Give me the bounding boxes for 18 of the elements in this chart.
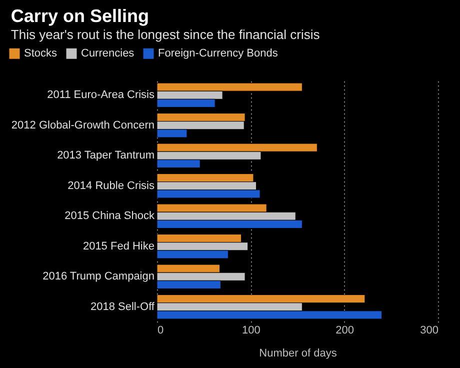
y-tick-label: 2015 China Shock bbox=[64, 210, 155, 222]
chart-subtitle: This year's rout is the longest since the financial crisis bbox=[10, 27, 320, 42]
legend-label: Stocks bbox=[24, 48, 58, 60]
legend-label: Currencies bbox=[81, 48, 135, 60]
legend-label: Foreign-Currency Bonds bbox=[158, 48, 278, 60]
x-tick-label: 0 bbox=[158, 324, 164, 336]
x-axis-title: Number of days bbox=[259, 348, 338, 360]
y-tick-label: 2013 Taper Tantrum bbox=[57, 150, 154, 162]
chart-title: Carry on Selling bbox=[10, 6, 149, 26]
y-tick-label: 2011 Euro-Area Crisis bbox=[47, 89, 155, 102]
y-tick-label: 2015 Fed Hike bbox=[82, 240, 154, 252]
x-tick-label: 200 bbox=[336, 324, 354, 336]
x-tick-label: 100 bbox=[242, 324, 260, 336]
y-tick-label: 2018 Sell-Off bbox=[90, 300, 156, 313]
y-tick-label: 2012 Global-Growth Concern bbox=[11, 119, 154, 132]
y-tick-label: 2016 Trump Campaign bbox=[42, 270, 154, 283]
x-tick-label: 300 bbox=[420, 324, 438, 336]
y-tick-label: 2014 Ruble Crisis bbox=[68, 180, 155, 192]
